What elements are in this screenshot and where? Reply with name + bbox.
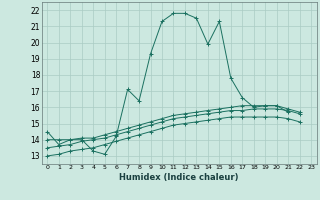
X-axis label: Humidex (Indice chaleur): Humidex (Indice chaleur) xyxy=(119,173,239,182)
